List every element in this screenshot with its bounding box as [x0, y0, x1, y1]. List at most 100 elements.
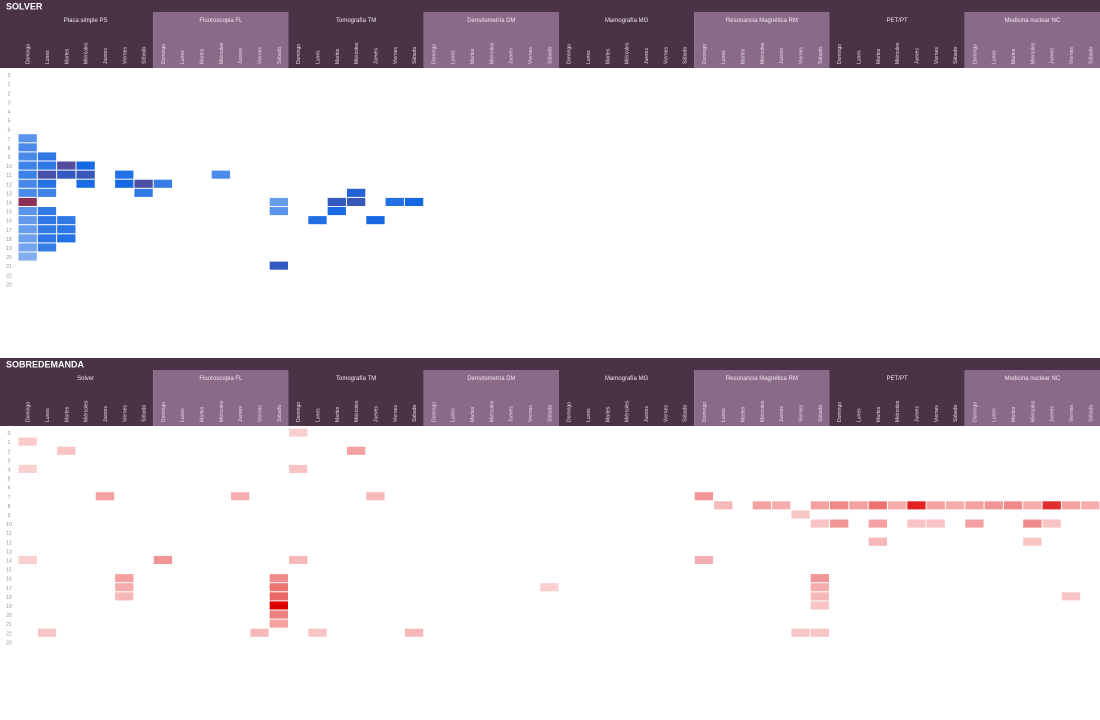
hour-label: 9	[8, 513, 11, 519]
heatmap-cell	[37, 170, 57, 179]
day-label: Jueves	[914, 406, 920, 422]
heatmap-cell	[134, 188, 153, 197]
hour-label: 4	[8, 110, 11, 116]
heatmap-cell	[18, 225, 37, 234]
group-header	[964, 370, 1100, 426]
heatmap-cell	[37, 207, 57, 216]
heatmap-cell	[965, 501, 984, 510]
heatmap-cell	[694, 492, 714, 501]
day-label: Miércoles	[489, 42, 495, 64]
heatmap-cell	[1042, 519, 1061, 528]
day-label: Lunes	[451, 50, 457, 64]
day-label: Martes	[876, 406, 882, 422]
hour-label: 14	[6, 559, 12, 565]
day-label: Sábado	[818, 405, 824, 422]
day-label: Domingo	[431, 402, 437, 422]
hour-label: 23	[6, 640, 12, 646]
day-label: Sábado	[1088, 405, 1094, 422]
day-label: Domingo	[567, 402, 573, 422]
heatmap-cell	[37, 152, 57, 161]
day-label: Domingo	[161, 44, 167, 64]
hour-label: 20	[6, 255, 12, 261]
heatmap-cell	[907, 501, 926, 510]
day-label: Lunes	[992, 408, 998, 422]
day-label: Jueves	[373, 48, 379, 64]
day-label: Sábado	[277, 405, 283, 422]
heatmap-cell	[346, 197, 366, 206]
heatmap-cell	[791, 628, 810, 637]
heatmap-cell	[772, 501, 791, 510]
day-label: Domingo	[296, 402, 302, 422]
day-label: Lunes	[180, 408, 186, 422]
group-header	[829, 370, 965, 426]
section-title: SOLVER	[6, 2, 43, 12]
heatmap-cell	[115, 592, 134, 601]
group-label: Fluoroscopia FL	[199, 18, 243, 24]
day-label: Martes	[1011, 406, 1017, 422]
heatmap-cell	[115, 574, 134, 583]
day-label: Sábado	[547, 47, 553, 64]
hour-label: 3	[8, 100, 11, 106]
hour-label: 17	[6, 586, 12, 592]
heatmap-cell	[791, 510, 810, 519]
day-label: Domingo	[431, 44, 437, 64]
day-label: Viernes	[799, 405, 805, 422]
day-label: Jueves	[644, 406, 650, 422]
day-label: Martes	[741, 48, 747, 64]
heatmap-cell	[1061, 592, 1081, 601]
group-label: Fluoroscopia FL	[199, 376, 243, 382]
heatmap-cell	[57, 446, 76, 455]
section-title: SOBREDEMANDA	[6, 360, 85, 370]
hour-label: 21	[6, 264, 12, 270]
day-label: Domingo	[26, 44, 32, 64]
heatmap-cell	[327, 207, 346, 216]
heatmap-cell	[366, 492, 385, 501]
heatmap-cell	[810, 592, 829, 601]
heatmap-cell	[1003, 501, 1023, 510]
group-label: Tomografía TM	[336, 18, 376, 24]
heatmap-cell	[18, 555, 37, 564]
group-header	[694, 12, 830, 68]
heatmap-cell	[95, 492, 115, 501]
heatmap-cell	[18, 437, 37, 446]
group-label: Densitometría DM	[467, 376, 515, 382]
heatmap-cell	[18, 170, 37, 179]
group-header	[423, 12, 559, 68]
hour-label: 14	[6, 201, 12, 207]
heatmap-cell	[57, 234, 76, 243]
hour-label: 11	[6, 531, 11, 537]
day-label: Miércoles	[1030, 42, 1036, 64]
day-label: Domingo	[972, 402, 978, 422]
group-header	[559, 12, 695, 68]
group-label: PET/PT	[887, 18, 908, 24]
group-label: Mamografía MG	[605, 18, 649, 24]
day-label: Martes	[470, 48, 476, 64]
day-label: Jueves	[779, 406, 785, 422]
heatmap-cell	[385, 197, 404, 206]
group-label: Resonancia Magnética RM	[726, 18, 798, 24]
day-label: Viernes	[528, 47, 534, 64]
day-label: Viernes	[1069, 405, 1075, 422]
day-label: Martes	[605, 48, 611, 64]
hour-label: 4	[8, 468, 11, 474]
group-label: Placa simple PS	[64, 18, 108, 24]
section-title-bar	[0, 358, 1100, 370]
heatmap-cell	[250, 628, 269, 637]
hour-label: 17	[6, 228, 12, 234]
day-label: Sábado	[1088, 47, 1094, 64]
hour-label: 16	[6, 219, 12, 225]
heatmap-cell	[327, 197, 346, 206]
hour-label: 10	[6, 522, 12, 528]
solver-section: SOLVER Placa simple PS Domingo Lunes Martes M…	[0, 0, 1100, 288]
day-label: Miércoles	[1030, 400, 1036, 422]
heatmap-cell	[37, 179, 57, 188]
day-label: Lunes	[856, 50, 862, 64]
hour-label: 1	[8, 440, 11, 446]
hour-label: 2	[8, 91, 11, 97]
heatmap-cell	[57, 170, 76, 179]
heatmap-cell	[1081, 501, 1100, 510]
day-label: Viernes	[934, 405, 940, 422]
heatmap-cell	[18, 464, 37, 473]
section-title-bar	[0, 0, 1100, 12]
heatmap-cell	[18, 134, 37, 143]
